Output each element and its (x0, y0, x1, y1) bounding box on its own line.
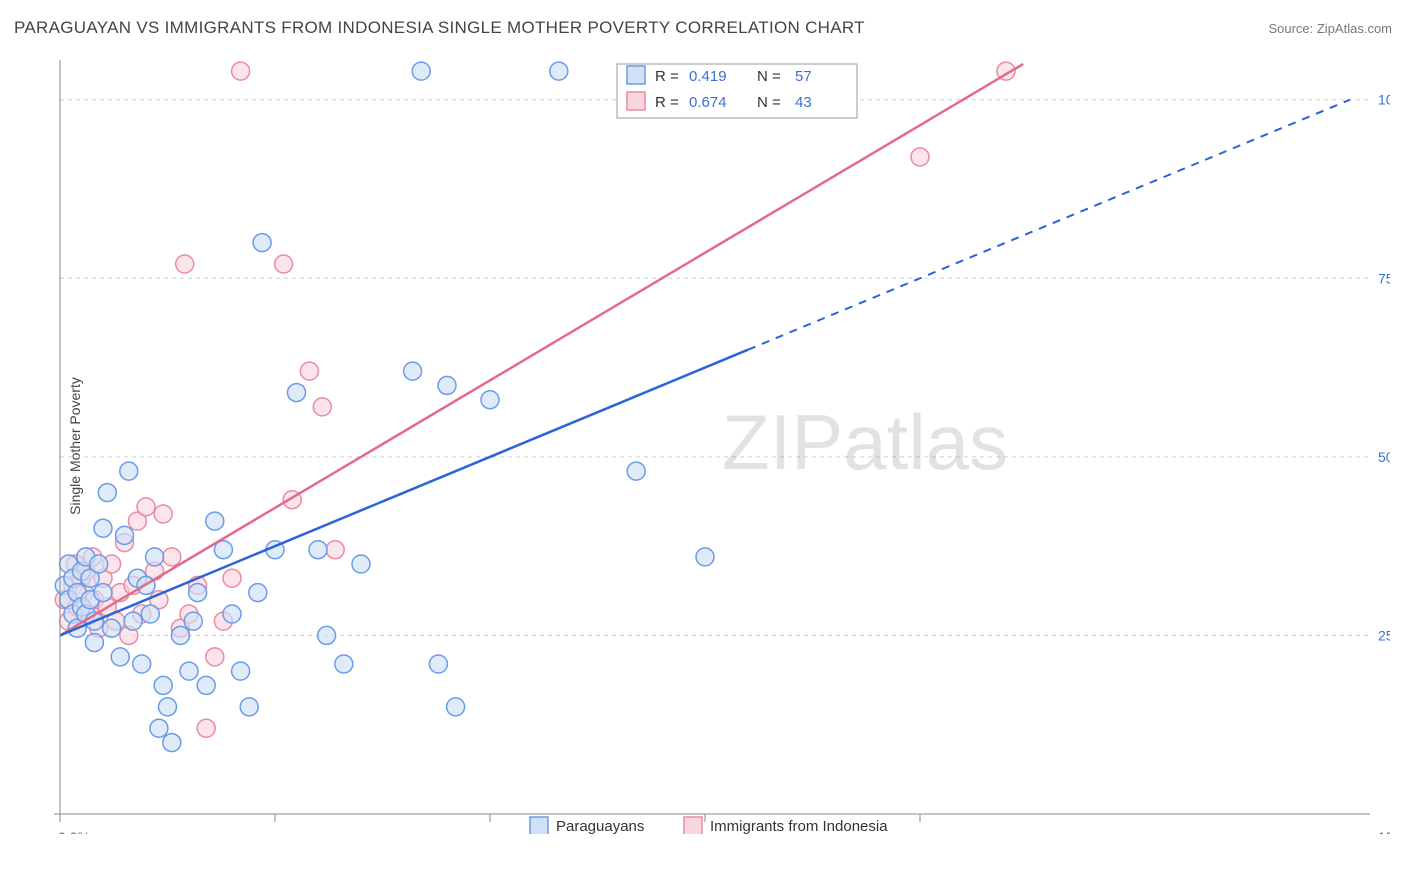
data-point (120, 462, 138, 480)
legend-N-value: 43 (795, 94, 812, 111)
data-point (103, 619, 121, 637)
data-point (180, 662, 198, 680)
data-point (232, 62, 250, 80)
data-point (163, 548, 181, 566)
data-point (300, 362, 318, 380)
data-point (90, 555, 108, 573)
legend-series-label: Paraguayans (556, 818, 644, 834)
y-tick-label: 75.0% (1378, 270, 1390, 286)
data-point (133, 655, 151, 673)
data-point (94, 519, 112, 537)
data-point (94, 584, 112, 602)
data-point (223, 605, 241, 623)
data-point (412, 62, 430, 80)
x-tick-label: 15.0% (1378, 829, 1390, 834)
watermark: ZIPatlas (722, 398, 1008, 486)
data-point (240, 698, 258, 716)
data-point (154, 505, 172, 523)
y-tick-label: 100.0% (1378, 92, 1390, 108)
data-point (253, 234, 271, 252)
data-point (335, 655, 353, 673)
legend-swatch (627, 92, 645, 110)
data-point (146, 548, 164, 566)
x-tick-label: 0.0% (58, 829, 90, 834)
chart-title: PARAGUAYAN VS IMMIGRANTS FROM INDONESIA … (14, 18, 865, 38)
data-point (184, 612, 202, 630)
legend-series-label: Immigrants from Indonesia (710, 818, 888, 834)
data-point (197, 719, 215, 737)
data-point (696, 548, 714, 566)
trend-line-blue-solid (60, 350, 748, 636)
data-point (429, 655, 447, 673)
legend-R-value: 0.674 (689, 94, 727, 111)
legend-R-label: R = (655, 94, 679, 111)
data-point (150, 719, 168, 737)
legend-R-value: 0.419 (689, 68, 727, 85)
data-point (309, 541, 327, 559)
data-point (206, 648, 224, 666)
data-point (438, 376, 456, 394)
legend-N-value: 57 (795, 68, 812, 85)
data-point (197, 676, 215, 694)
source-attribution: Source: ZipAtlas.com (1268, 21, 1392, 36)
legend-swatch (684, 817, 702, 834)
legend-R-label: R = (655, 68, 679, 85)
data-point (137, 498, 155, 516)
data-point (111, 648, 129, 666)
data-point (313, 398, 331, 416)
data-point (232, 662, 250, 680)
data-point (163, 734, 181, 752)
y-tick-label: 25.0% (1378, 627, 1390, 643)
data-point (159, 698, 177, 716)
correlation-legend (617, 64, 857, 118)
data-point (176, 255, 194, 273)
data-point (481, 391, 499, 409)
data-point (318, 626, 336, 644)
data-point (85, 634, 103, 652)
data-point (326, 541, 344, 559)
data-point (189, 584, 207, 602)
data-point (116, 526, 134, 544)
legend-swatch (530, 817, 548, 834)
trend-line-pink (60, 64, 1023, 635)
data-point (154, 676, 172, 694)
legend-swatch (627, 66, 645, 84)
data-point (550, 62, 568, 80)
data-point (404, 362, 422, 380)
trend-line-blue-dashed (748, 100, 1350, 350)
y-tick-label: 50.0% (1378, 449, 1390, 465)
data-point (206, 512, 224, 530)
data-point (447, 698, 465, 716)
legend-N-label: N = (757, 68, 781, 85)
data-point (141, 605, 159, 623)
data-point (275, 255, 293, 273)
data-point (171, 626, 189, 644)
data-point (352, 555, 370, 573)
data-point (627, 462, 645, 480)
data-point (249, 584, 267, 602)
data-point (288, 384, 306, 402)
data-point (911, 148, 929, 166)
data-point (223, 569, 241, 587)
chart-header: PARAGUAYAN VS IMMIGRANTS FROM INDONESIA … (14, 18, 1392, 38)
legend-N-label: N = (757, 94, 781, 111)
scatter-plot: 25.0% 50.0% 75.0% 100.0% ZIPatlas 0.0% 15.0% R … (50, 54, 1390, 834)
data-point (124, 612, 142, 630)
data-point (98, 484, 116, 502)
